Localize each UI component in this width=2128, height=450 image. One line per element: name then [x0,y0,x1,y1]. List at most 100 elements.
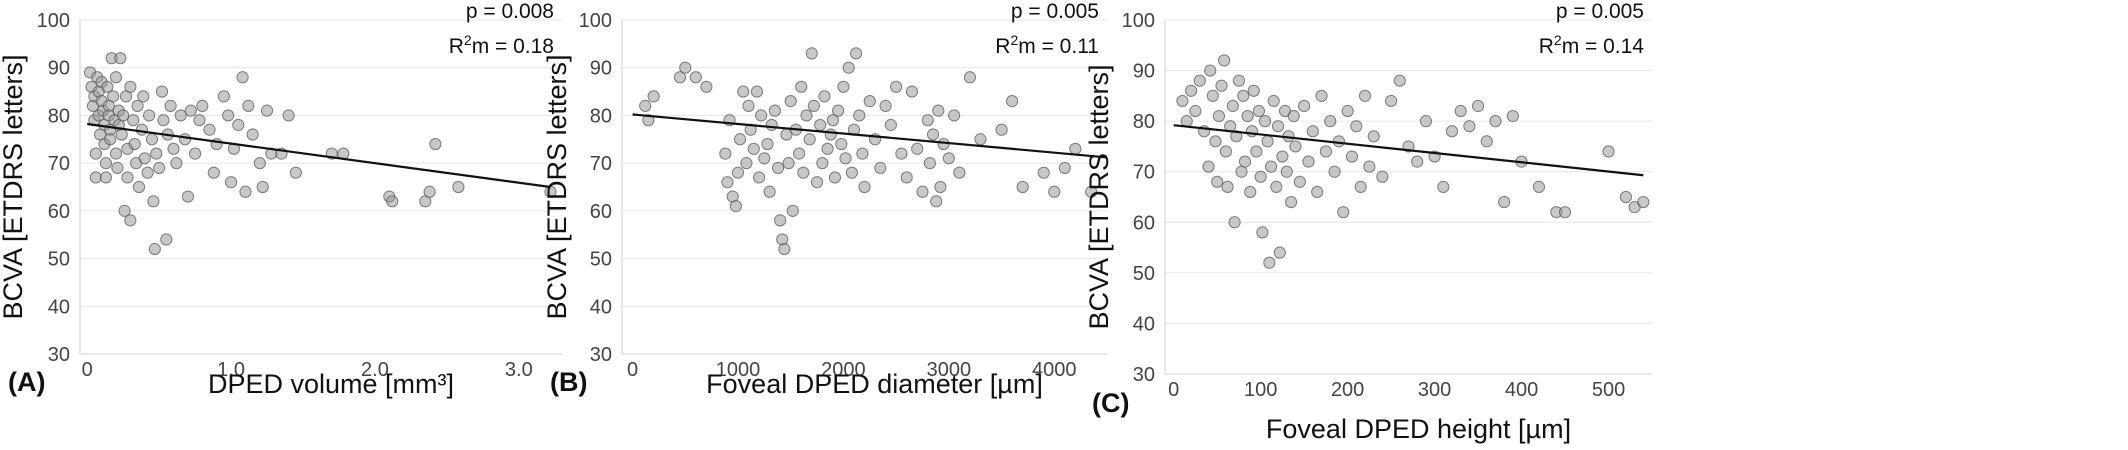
data-point [1204,64,1217,77]
r-squared-suffix: m = 0.14 [1562,35,1645,58]
data-point [821,142,834,155]
data-point [429,137,442,151]
data-point [890,80,903,93]
data-point [145,133,159,146]
data-point [1376,170,1389,183]
data-point [1298,99,1311,113]
r-squared-prefix: R [1539,35,1554,58]
data-point [1230,130,1243,143]
data-point [1367,130,1380,143]
data-point [765,118,778,132]
data-point [1085,185,1098,198]
y-tick-label: 90 [590,58,612,80]
data-point [761,137,774,151]
x-tick-label: 0 [627,359,638,381]
data-point [1254,170,1267,183]
data-point [1393,74,1406,87]
regression-line [632,113,1108,159]
data-point [934,180,947,194]
data-point [1006,95,1019,108]
data-point [1232,74,1246,87]
data-point [963,71,977,84]
data-point [755,109,768,122]
x-tick-label: 500 [1592,379,1625,401]
data-point [803,133,816,146]
data-point [849,47,863,60]
data-point [109,71,123,84]
y-tick-label: 30 [1133,364,1155,386]
data-point [740,157,753,170]
r-squared-label: R2m = 0.18 [449,32,554,58]
y-axis-title: BCVA [ETDRS letters] [0,54,28,319]
y-tick-label: 60 [48,201,70,223]
y-tick-label: 70 [1133,162,1155,184]
data-point [1306,125,1319,138]
data-point [1244,185,1257,199]
y-tick-label: 50 [590,249,612,271]
panel-label: (A) [8,367,45,397]
data-point [733,133,747,146]
data-point [1267,94,1280,108]
data-point [1358,89,1372,102]
data-point [1345,150,1359,163]
r-squared-suffix: m = 0.18 [472,35,554,58]
data-point [719,147,732,160]
data-point [816,157,829,170]
data-point [1506,109,1519,123]
data-point [1319,145,1332,158]
x-axis-title: Foveal DPED diameter [µm] [706,369,1043,399]
x-tick-label: 4000 [1032,359,1077,381]
data-point [104,133,117,146]
data-point [742,99,755,112]
data-point [673,71,687,84]
data-point [1252,104,1266,118]
data-point [157,114,170,127]
data-point [807,99,820,112]
panel-label: (C) [1092,388,1129,418]
data-point [758,152,771,165]
data-point [1437,180,1450,193]
p-value-label: p = 0.005 [1556,0,1644,23]
data-point [260,104,274,117]
data-point [1202,160,1215,173]
r-squared-prefix: R [449,35,464,58]
x-tick-label: 3.0 [505,359,533,381]
data-point [700,80,713,93]
data-point [1237,89,1250,102]
data-point [124,214,137,227]
data-point [114,52,127,65]
data-point [193,114,206,127]
y-tick-label: 100 [37,10,70,32]
data-point [1264,160,1278,173]
data-point [224,176,238,189]
data-point [239,185,252,198]
data-point [1273,246,1286,259]
data-point [782,157,795,170]
data-point [117,109,130,122]
data-point [124,80,137,93]
data-point [1315,89,1328,102]
y-axis-title: BCVA [ETDRS letters] [542,54,572,319]
data-point [1350,120,1363,133]
data-point [1471,99,1485,113]
data-point [942,152,955,165]
data-point [774,214,787,227]
data-point [750,85,764,98]
data-point [1211,175,1224,188]
data-point [1411,155,1424,168]
data-point [768,104,781,117]
data-point [1270,180,1283,193]
p-value-label: p = 0.005 [1011,0,1099,23]
data-point [1287,109,1300,123]
y-axis-title: BCVA [ETDRS letters] [1084,64,1114,329]
data-point [1311,185,1324,199]
data-point [1280,165,1293,178]
data-point [805,47,818,60]
data-point [771,161,785,175]
data-point [679,61,692,74]
p-value-label: p = 0.008 [466,0,554,23]
data-point [135,123,148,136]
data-point [826,114,839,127]
data-point [932,104,945,117]
data-point [747,142,760,155]
